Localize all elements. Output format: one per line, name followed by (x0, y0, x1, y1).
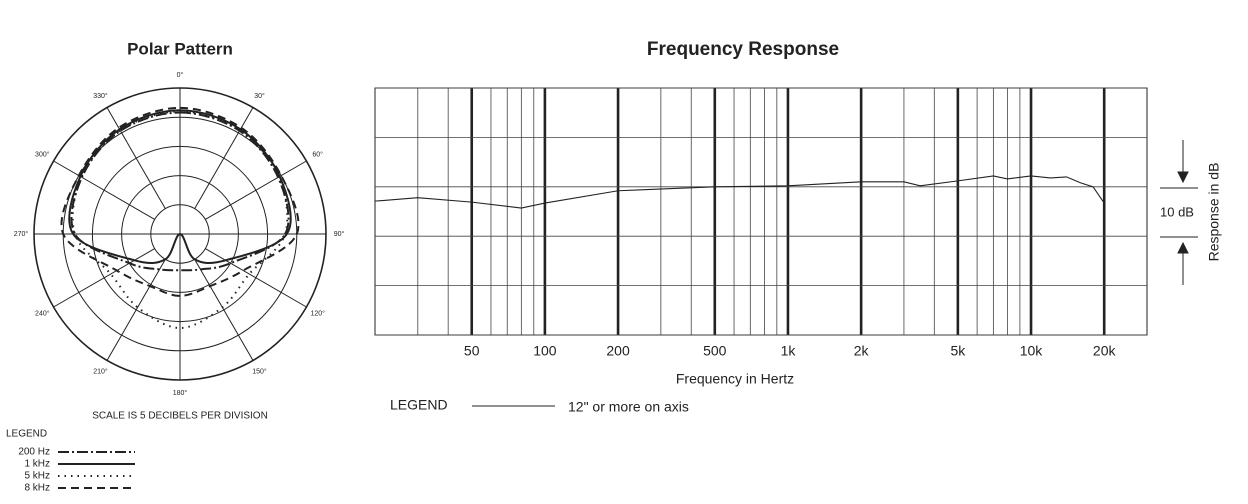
angle-label: 30° (254, 92, 265, 100)
x-tick-label: 20k (1093, 343, 1117, 359)
polar-spoke (106, 259, 166, 361)
polar-curve (70, 111, 290, 272)
polar-scale-note: SCALE IS 5 DECIBELS PER DIVISION (92, 411, 268, 422)
x-tick-label: 2k (854, 343, 870, 359)
angle-label: 240° (35, 309, 50, 317)
polar-curve (60, 106, 300, 297)
polar-curve (68, 109, 292, 265)
polar-spoke (106, 107, 166, 209)
legend-label: 8 kHz (24, 483, 50, 494)
polar-legend-title: LEGEND (6, 429, 47, 440)
legend-label: 5 kHz (24, 471, 50, 482)
legend-label: 200 Hz (18, 447, 50, 458)
fr-legend-title: LEGEND (390, 397, 448, 413)
legend-label: 1 kHz (24, 459, 50, 470)
polar-spoke (194, 107, 254, 209)
x-tick-label: 500 (703, 343, 727, 359)
legend-label: 12" or more on axis (568, 399, 689, 415)
angle-label: 90° (334, 230, 345, 238)
angle-label: 270° (14, 230, 29, 238)
angle-label: 0° (177, 71, 184, 79)
polar-spoke (205, 248, 307, 308)
polar-spoke (53, 160, 155, 220)
angle-label: 60° (312, 150, 323, 158)
angle-label: 150° (252, 368, 267, 376)
polar-spoke (194, 259, 254, 361)
polar-curve (71, 110, 289, 330)
angle-label: 210° (93, 368, 108, 376)
fr-scale-note: 10 dB (1160, 204, 1194, 219)
angle-label: 300° (35, 150, 50, 158)
fr-x-label: Frequency in Hertz (676, 371, 794, 387)
x-tick-label: 50 (464, 343, 480, 359)
polar-spoke (205, 160, 307, 220)
x-tick-label: 10k (1020, 343, 1044, 359)
angle-label: 120° (310, 309, 325, 317)
polar-title: Polar Pattern (127, 39, 233, 58)
x-tick-label: 100 (533, 343, 557, 359)
fr-y-label: Response in dB (1206, 163, 1222, 262)
angle-label: 180° (173, 389, 188, 397)
x-tick-label: 200 (606, 343, 630, 359)
x-tick-label: 1k (781, 343, 797, 359)
response-curve (374, 175, 1105, 209)
polar-spoke (53, 248, 155, 308)
angle-label: 330° (93, 92, 108, 100)
x-tick-label: 5k (950, 343, 966, 359)
fr-title: Frequency Response (647, 39, 839, 60)
scale-arrows (1160, 140, 1198, 285)
